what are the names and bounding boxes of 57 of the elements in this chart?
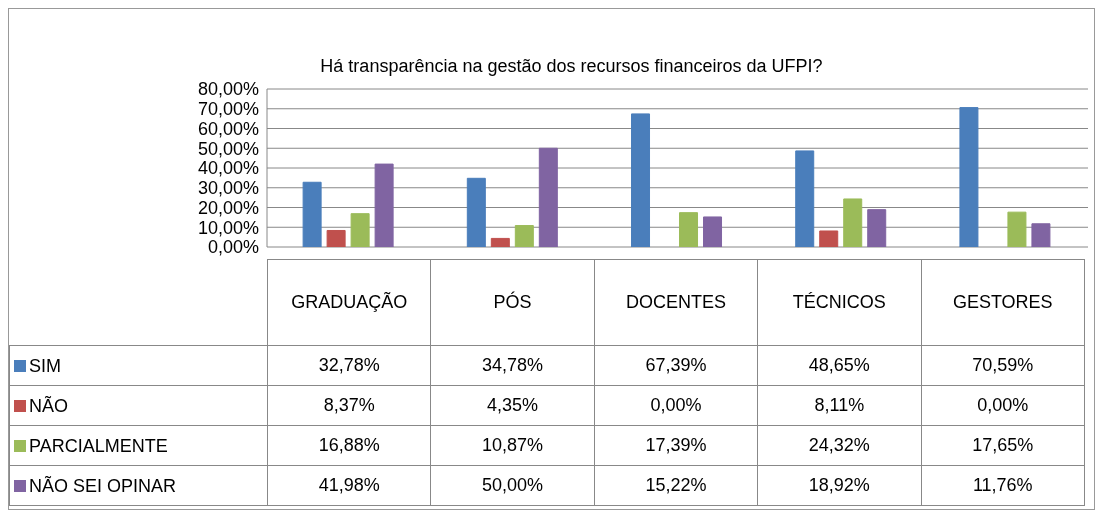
data-label: 0,00% bbox=[921, 385, 1085, 426]
data-label: 24,32% bbox=[757, 425, 922, 466]
y-tick-label: 10,00% bbox=[197, 217, 259, 238]
bar bbox=[326, 229, 346, 247]
bar bbox=[374, 163, 394, 247]
data-label: 8,37% bbox=[267, 385, 431, 426]
bar bbox=[302, 181, 322, 247]
chart-title: Há transparência na gestão dos recursos financeiros da UFPI? bbox=[319, 55, 824, 78]
legend-label: NÃO SEI OPINAR bbox=[29, 475, 177, 496]
data-label: 67,39% bbox=[594, 345, 758, 386]
data-label: 41,98% bbox=[267, 465, 431, 506]
data-label: 17,65% bbox=[921, 425, 1085, 466]
bar bbox=[631, 113, 651, 247]
bar bbox=[1031, 223, 1051, 247]
bar bbox=[819, 230, 839, 247]
data-label: 10,87% bbox=[430, 425, 595, 466]
y-tick-label: 40,00% bbox=[197, 158, 259, 179]
bar bbox=[703, 216, 723, 247]
data-label: 0,00% bbox=[594, 385, 758, 426]
data-label: 16,88% bbox=[267, 425, 431, 466]
y-tick-label: 80,00% bbox=[197, 79, 259, 100]
bar bbox=[1007, 211, 1027, 247]
data-label: 11,76% bbox=[921, 465, 1085, 506]
data-label: 34,78% bbox=[430, 345, 595, 386]
data-label: 4,35% bbox=[430, 385, 595, 426]
data-label: 70,59% bbox=[921, 345, 1085, 386]
y-tick-label: 0,00% bbox=[207, 237, 259, 258]
data-label: 17,39% bbox=[594, 425, 758, 466]
bar bbox=[538, 147, 558, 247]
bar bbox=[514, 225, 534, 247]
data-label: 18,92% bbox=[757, 465, 922, 506]
x-tick-label: GESTORES bbox=[921, 259, 1085, 346]
legend-label: NÃO bbox=[29, 395, 69, 416]
bar bbox=[959, 107, 979, 247]
data-label: 48,65% bbox=[757, 345, 922, 386]
bar bbox=[867, 209, 887, 247]
y-tick-label: 50,00% bbox=[197, 138, 259, 159]
bar bbox=[490, 237, 510, 247]
y-tick-label: 30,00% bbox=[197, 178, 259, 199]
bar bbox=[795, 150, 815, 247]
y-tick-label: 20,00% bbox=[197, 197, 259, 218]
bar bbox=[466, 177, 486, 247]
x-tick-label: TÉCNICOS bbox=[757, 259, 922, 346]
x-tick-label: DOCENTES bbox=[594, 259, 758, 346]
y-tick-label: 60,00% bbox=[197, 118, 259, 139]
bar bbox=[350, 213, 370, 247]
legend-label: SIM bbox=[29, 355, 62, 376]
bar bbox=[843, 198, 863, 247]
data-label: 32,78% bbox=[267, 345, 431, 386]
y-tick-label: 70,00% bbox=[197, 99, 259, 120]
x-tick-label: PÓS bbox=[430, 259, 595, 346]
bar bbox=[679, 212, 699, 247]
legend-label: PARCIALMENTE bbox=[29, 435, 168, 456]
data-label: 50,00% bbox=[430, 465, 595, 506]
data-label: 15,22% bbox=[594, 465, 758, 506]
data-label: 8,11% bbox=[757, 385, 922, 426]
x-tick-label: GRADUAÇÃO bbox=[267, 259, 431, 346]
